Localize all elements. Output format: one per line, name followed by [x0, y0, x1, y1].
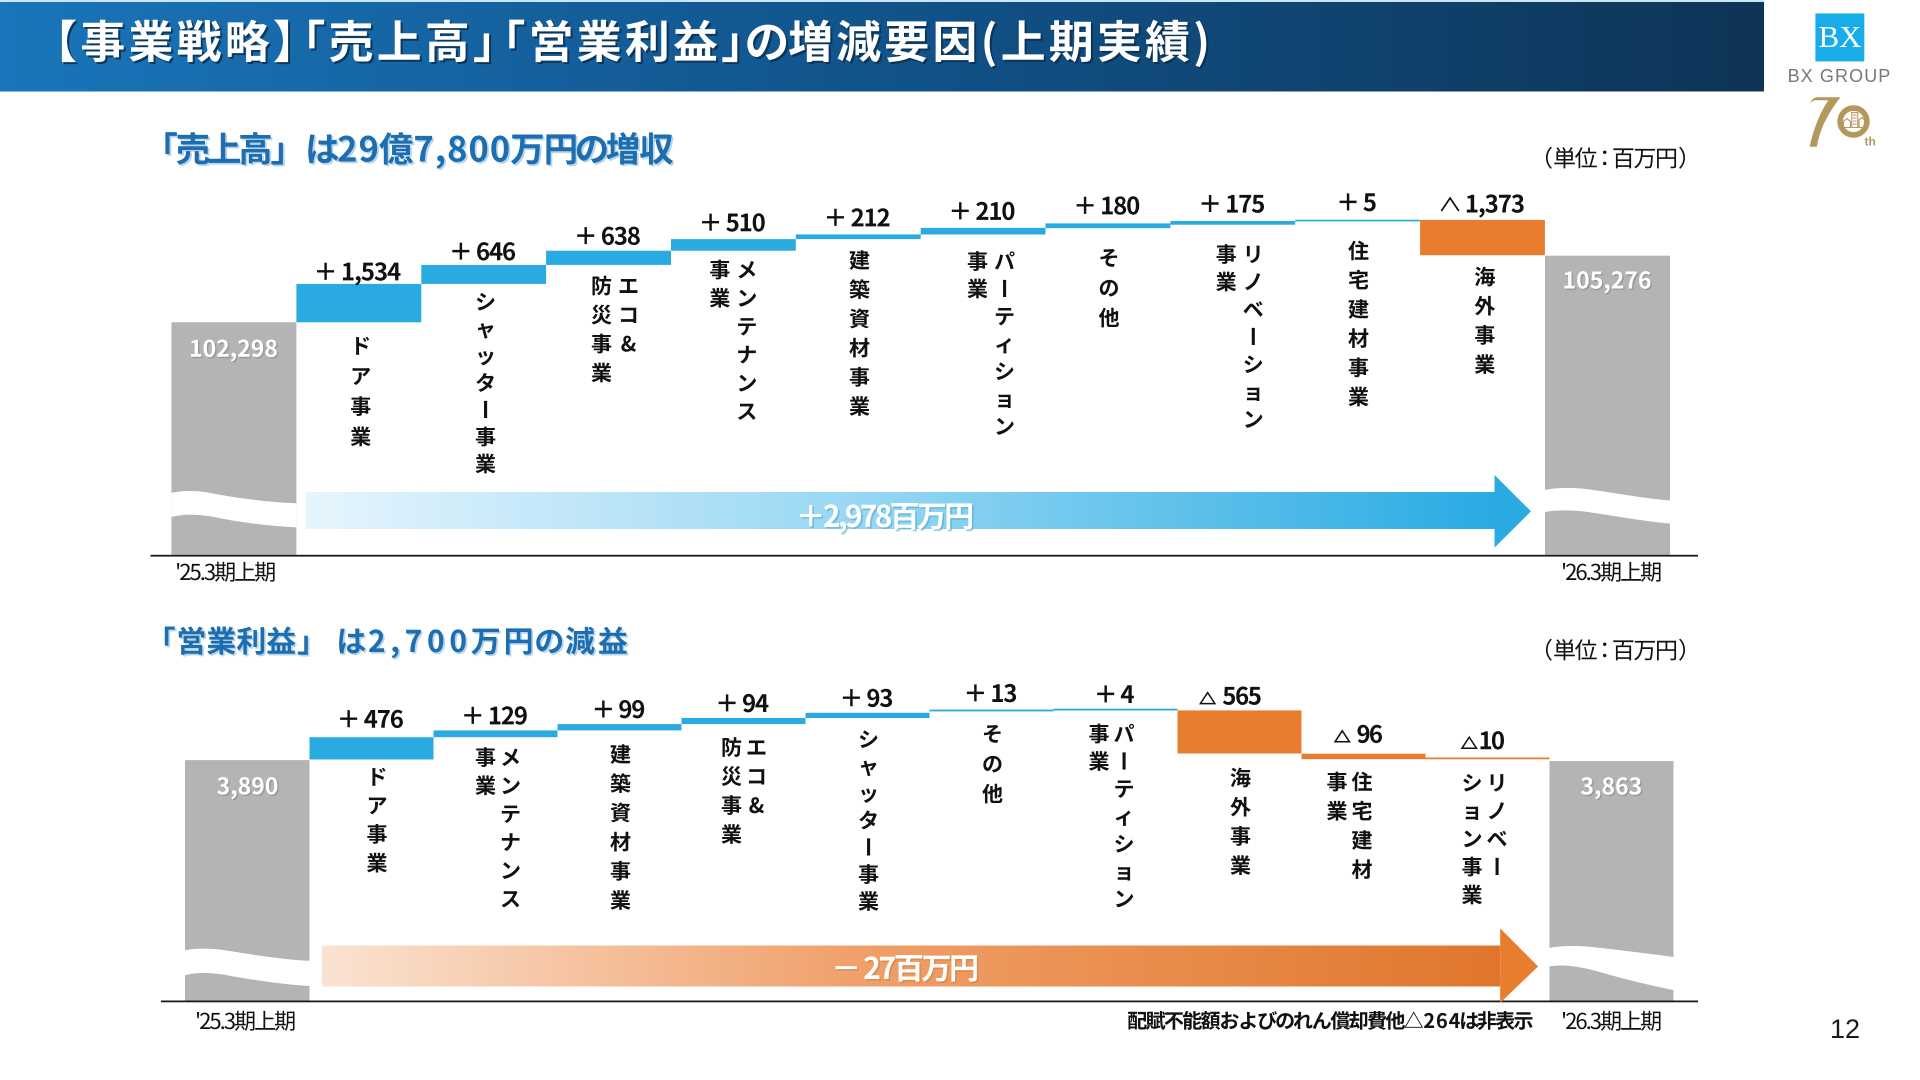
svg-text:BX: BX	[1818, 19, 1861, 54]
svg-text:th: th	[1865, 135, 1876, 149]
svg-text:BX GROUP: BX GROUP	[1788, 66, 1892, 86]
svg-text:12: 12	[1830, 1014, 1860, 1044]
